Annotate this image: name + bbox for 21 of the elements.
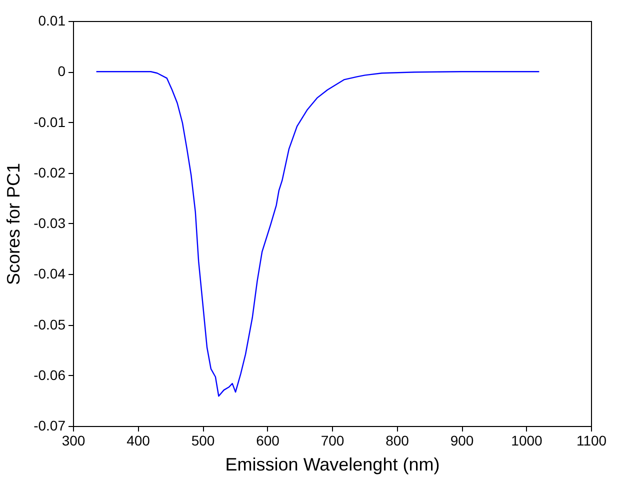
- line-series: [96, 71, 540, 397]
- y-tick-label: -0.03: [34, 215, 66, 231]
- x-tick-label: 600: [256, 432, 280, 448]
- x-tick-label: 900: [450, 432, 474, 448]
- y-tick-label: -0.02: [34, 164, 66, 180]
- y-tick-label: -0.07: [34, 418, 66, 434]
- x-tick-label: 1000: [511, 432, 543, 448]
- x-tick-label: 800: [386, 432, 410, 448]
- y-tick-label: -0.04: [34, 266, 66, 282]
- x-axis-title: Emission Wavelenght (nm): [225, 454, 440, 474]
- y-axis-title: Scores for PC1: [4, 162, 24, 286]
- x-tick-label: 700: [320, 432, 344, 448]
- x-tick-label: 1100: [576, 432, 607, 448]
- x-tick-label: 500: [191, 432, 215, 448]
- y-tick-label: 0.01: [38, 12, 66, 28]
- x-tick-label: 400: [126, 432, 150, 448]
- x-tick-label: 300: [62, 432, 86, 448]
- y-tick-label: -0.05: [34, 316, 66, 332]
- y-tick-label: -0.06: [34, 366, 66, 383]
- y-tick-label: 0: [58, 63, 66, 80]
- y-tick-label: -0.01: [34, 114, 66, 130]
